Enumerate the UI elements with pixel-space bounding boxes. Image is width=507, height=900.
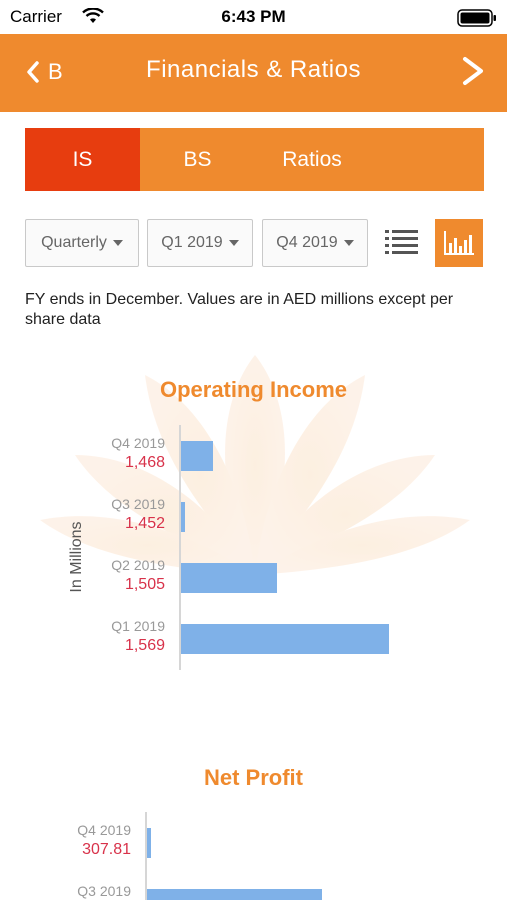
statement-tabs: IS BS Ratios [25, 128, 484, 191]
bar[interactable] [181, 502, 185, 532]
period-dropdown[interactable]: Quarterly [25, 219, 139, 267]
caret-down-icon [112, 240, 123, 246]
period-value: Quarterly [41, 234, 107, 251]
navigation-bar: B Financials & Ratios [0, 34, 507, 112]
bar[interactable] [181, 624, 390, 654]
tab-ratios[interactable]: Ratios [255, 128, 369, 191]
from-quarter-dropdown[interactable]: Q1 2019 [147, 219, 253, 267]
category-label: Q3 2019 [111, 496, 165, 512]
page-title: Financials & Ratios [146, 56, 361, 83]
status-bar: Carrier 6:43 PM [0, 0, 507, 34]
category-label: Q2 2019 [111, 557, 165, 573]
net-profit-title: Net Profit [204, 765, 303, 790]
chart-axis-line [145, 812, 147, 900]
bar[interactable] [181, 563, 278, 593]
bar[interactable] [147, 889, 322, 900]
category-label: Q4 2019 [111, 435, 165, 451]
to-quarter-dropdown[interactable]: Q4 2019 [262, 219, 368, 267]
tab-bar-filler [369, 128, 484, 191]
category-label: Q1 2019 [111, 618, 165, 634]
chevron-right-icon [463, 57, 483, 85]
value-label: 307.81 [82, 841, 131, 858]
bar[interactable] [181, 441, 213, 471]
caret-down-icon [343, 240, 354, 246]
battery-icon [457, 9, 496, 27]
bar-chart-icon [444, 231, 474, 255]
clock: 6:43 PM [221, 7, 286, 26]
category-label: Q4 2019 [77, 822, 131, 838]
fiscal-note: FY ends in December. Values are in AED m… [25, 291, 454, 328]
forward-button[interactable] [461, 56, 485, 91]
carrier-label: Carrier [10, 7, 62, 26]
chart-view-button[interactable] [435, 219, 483, 267]
back-button[interactable]: B [26, 56, 63, 88]
chevron-left-icon [27, 61, 39, 83]
list-icon [385, 230, 418, 254]
bar[interactable] [147, 828, 151, 858]
wifi-icon [82, 8, 104, 23]
logo-watermark [40, 355, 470, 575]
list-view-button[interactable] [385, 228, 419, 261]
value-label: 1,505 [124, 576, 165, 593]
back-label: B [48, 59, 63, 84]
tab-bs[interactable]: BS [140, 128, 255, 191]
value-label: 1,569 [124, 637, 165, 654]
value-label: 1,452 [124, 515, 165, 532]
category-label: Q3 2019 [77, 883, 131, 899]
chart-axis-line [179, 425, 181, 670]
operating-income-title: Operating Income [159, 377, 348, 402]
tab-is[interactable]: IS [25, 128, 140, 191]
from-quarter-value: Q1 2019 [161, 234, 223, 251]
caret-down-icon [228, 240, 239, 246]
to-quarter-value: Q4 2019 [276, 234, 338, 251]
value-label: 1,468 [124, 454, 165, 471]
